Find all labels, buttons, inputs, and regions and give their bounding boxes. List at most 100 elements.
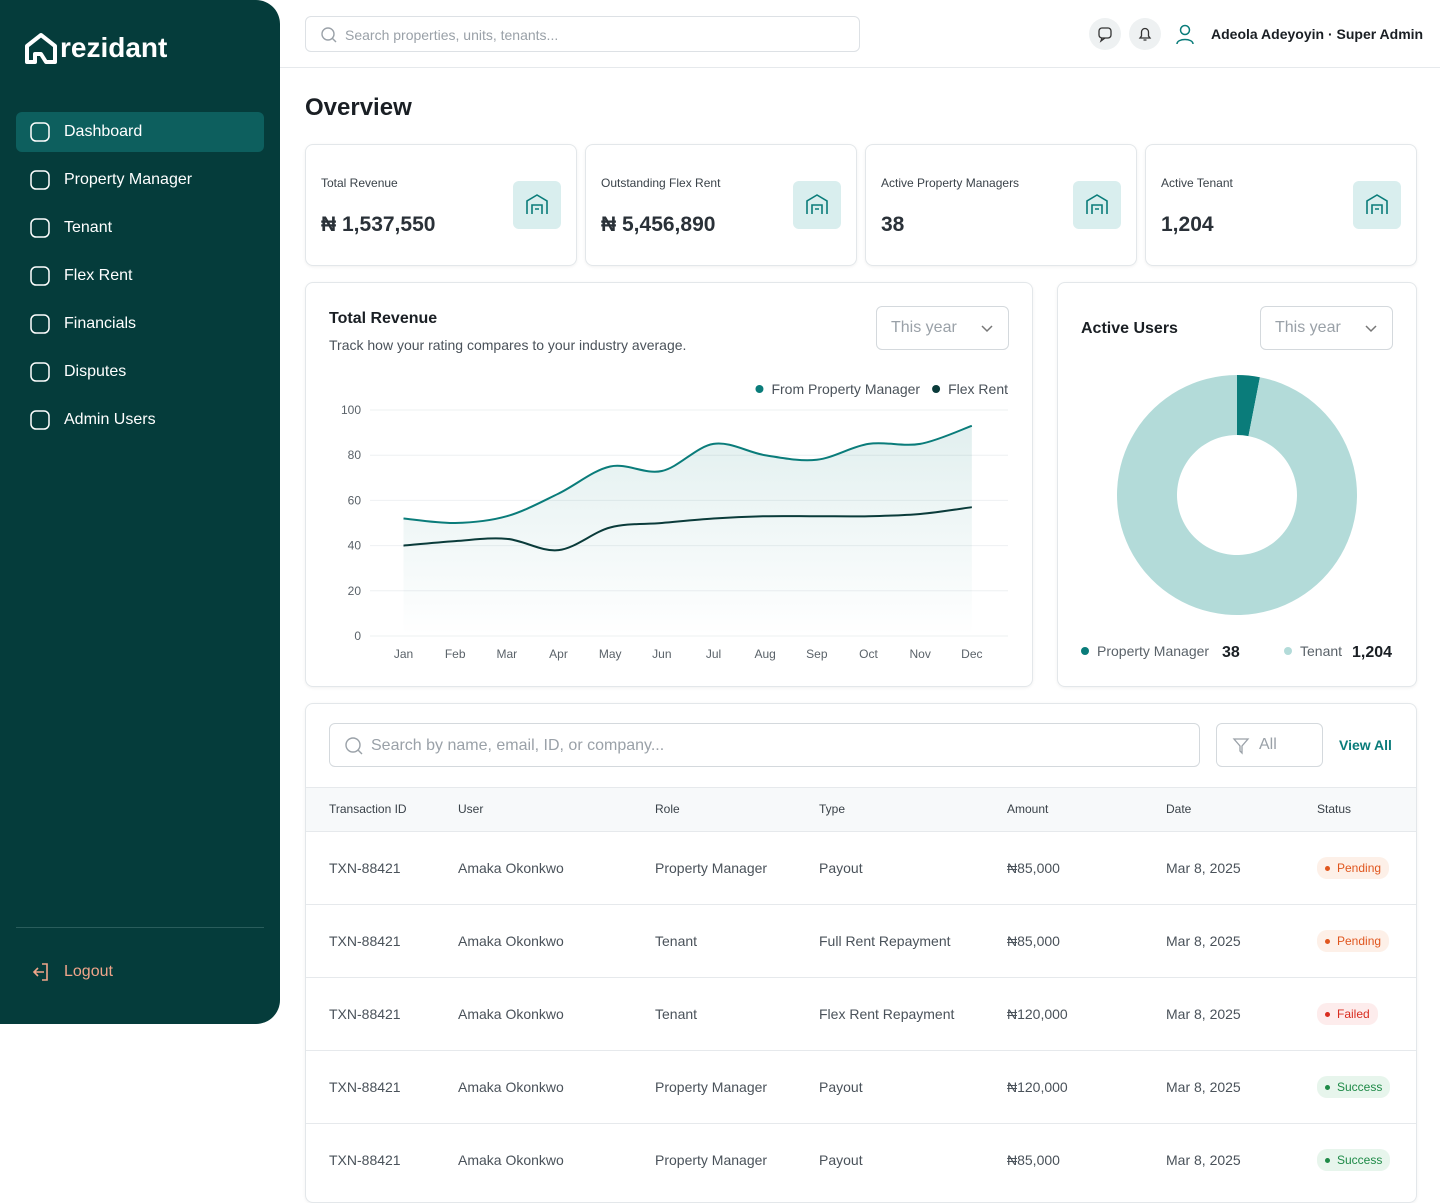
table-cell: Property Manager [655, 1152, 768, 1168]
legend-label: Property Manager [1097, 643, 1209, 659]
nav-item[interactable]: Flex Rent [16, 256, 264, 296]
stat-card: Active Tenant 1,204 [1145, 144, 1417, 266]
brand: rezidant [60, 32, 168, 63]
x-tick-label: May [599, 647, 622, 661]
nav-item[interactable]: Disputes [16, 352, 264, 392]
table-cell: Mar 8, 2025 [1166, 1152, 1241, 1168]
view-all[interactable]: View All [1339, 737, 1392, 753]
stat-label: Total Revenue [321, 176, 398, 190]
logout[interactable]: Logout [64, 963, 113, 980]
table-cell: Payout [819, 860, 863, 876]
search-icon [321, 27, 337, 43]
stat-value: ₦ 1,537,550 [321, 213, 436, 236]
table-cell: TXN-88421 [329, 1152, 401, 1168]
table-cell: ₦85,000 [1007, 860, 1060, 876]
table-cell: Full Rent Repayment [819, 933, 951, 949]
donut-slice [1117, 375, 1357, 615]
x-tick-label: Jun [652, 647, 671, 661]
stat-card: Active Property Managers 38 [865, 144, 1137, 266]
table-cell: TXN-88421 [329, 860, 401, 876]
table-cell: TXN-88421 [329, 1006, 401, 1022]
table-cell: Flex Rent Repayment [819, 1006, 955, 1022]
period-select[interactable]: This year [876, 306, 1009, 350]
stat-value: 1,204 [1161, 213, 1214, 236]
status-badge: Pending [1317, 857, 1390, 879]
legend-dot [1081, 647, 1089, 655]
legend-label: Flex Rent [948, 381, 1008, 397]
stat-card: Total Revenue ₦ 1,537,550 [305, 144, 577, 266]
column-header: Transaction ID [329, 802, 407, 816]
x-tick-label: Apr [549, 647, 568, 661]
table-cell: Mar 8, 2025 [1166, 1079, 1241, 1095]
charts-layer: 0 20 40 60 80 100 Jan Feb Mar Apr May Jun Jul Aug Sep O… [341, 375, 1392, 661]
table-cell: TXN-88421 [329, 1079, 401, 1095]
global-search[interactable]: Search properties, units, tenants... [305, 16, 860, 52]
chat-button[interactable] [1089, 18, 1121, 50]
table-filter[interactable]: All [1216, 723, 1323, 767]
user-name: Adeola Adeyoyin · Super Admin [1211, 26, 1424, 42]
x-tick-label: Jan [394, 647, 413, 661]
status-dot [1325, 1158, 1330, 1163]
table-cell: Amaka Okonkwo [458, 933, 564, 949]
table-cell: ₦85,000 [1007, 1152, 1060, 1168]
column-header: Status [1317, 802, 1352, 816]
notification-button[interactable] [1129, 18, 1161, 50]
status-badge: Pending [1317, 930, 1390, 952]
nav-item[interactable]: Dashboard [16, 112, 264, 152]
table-cell: Amaka Okonkwo [458, 1006, 564, 1022]
stat-icon [1073, 181, 1121, 229]
x-tick-label: Sep [806, 647, 828, 661]
y-tick-label: 80 [348, 448, 362, 462]
nav-item[interactable]: Financials [16, 304, 264, 344]
column-header: Role [655, 802, 680, 816]
legend-value: 1,204 [1352, 644, 1392, 661]
nav-item[interactable]: Tenant [16, 208, 264, 248]
x-tick-label: Dec [961, 647, 982, 661]
period-select[interactable]: This year [1260, 306, 1393, 350]
row-divider [306, 904, 1416, 905]
table-cell: Payout [819, 1079, 863, 1095]
x-tick-label: Jul [706, 647, 721, 661]
search-placeholder: Search properties, units, tenants... [345, 27, 559, 43]
y-tick-label: 20 [348, 584, 362, 598]
table-cell: Tenant [655, 1006, 698, 1022]
y-tick-label: 100 [341, 403, 361, 417]
status-dot [1325, 1012, 1330, 1017]
nav-label: Disputes [64, 363, 127, 380]
table-search-placeholder: Search by name, email, ID, or company... [371, 737, 665, 754]
nav-label: Property Manager [64, 171, 193, 188]
stat-label: Active Tenant [1161, 176, 1233, 190]
line [403, 424, 973, 525]
donut-slice [1237, 375, 1260, 437]
x-tick-label: Aug [754, 647, 775, 661]
row-divider [306, 1123, 1416, 1124]
topbar-border [280, 67, 1440, 68]
status-text: Pending [1337, 861, 1382, 875]
area [403, 425, 972, 636]
nav-item[interactable]: Admin Users [16, 400, 264, 440]
stat-card: Outstanding Flex Rent ₦ 5,456,890 [585, 144, 857, 266]
table-cell: ₦120,000 [1007, 1079, 1068, 1095]
column-header: Amount [1007, 802, 1049, 816]
row-divider [306, 977, 1416, 978]
table-cell: Property Manager [655, 860, 768, 876]
user-avatar[interactable] [1173, 22, 1197, 46]
nav-item[interactable]: Property Manager [16, 160, 264, 200]
legend-dot [755, 385, 764, 393]
column-header: Type [819, 802, 846, 816]
line [403, 506, 972, 552]
table-header [306, 787, 1416, 832]
sidebar: rezidant Dashboard Property Manager Tenant… [0, 0, 280, 1024]
x-tick-label: Oct [859, 647, 878, 661]
table-search[interactable]: Search by name, email, ID, or company... [329, 723, 1200, 767]
legend-label: From Property Manager [771, 381, 920, 397]
donut-title: Active Users [1081, 320, 1178, 337]
status-text: Success [1337, 1080, 1383, 1094]
y-tick-label: 0 [354, 629, 361, 643]
nav-label: Dashboard [64, 123, 143, 140]
transactions-card [305, 703, 1417, 1203]
status-text: Success [1337, 1153, 1383, 1167]
status-dot [1325, 939, 1330, 944]
status-badge: Failed [1317, 1003, 1378, 1025]
legend-dot [932, 385, 941, 393]
